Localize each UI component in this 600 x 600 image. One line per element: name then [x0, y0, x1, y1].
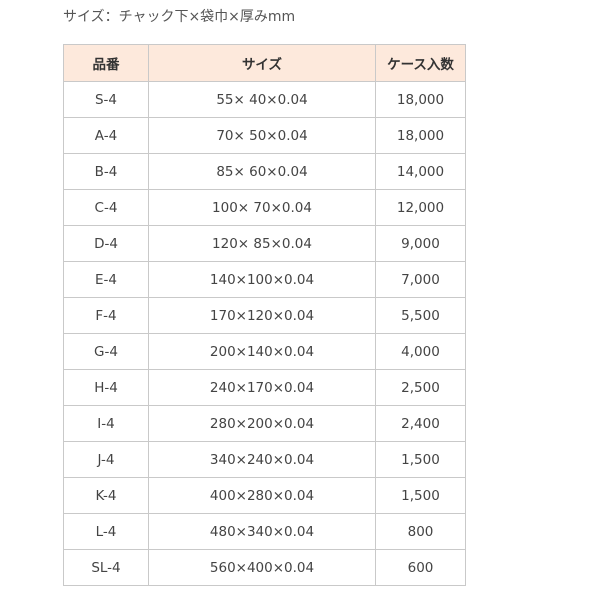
cell-product-number: E-4	[63, 261, 149, 298]
cell-case-quantity: 1,500	[375, 477, 466, 514]
cell-product-number: S-4	[63, 81, 149, 118]
header-case-quantity: ケース入数	[375, 44, 466, 82]
cell-case-quantity: 12,000	[375, 189, 466, 226]
cell-size: 120× 85×0.04	[148, 225, 376, 262]
cell-size: 480×340×0.04	[148, 513, 376, 550]
product-table: 品番 サイズ ケース入数 S-4 55× 40×0.04 18,000 A-4 70× …	[63, 44, 466, 586]
cell-size: 240×170×0.04	[148, 369, 376, 406]
cell-product-number: B-4	[63, 153, 149, 190]
cell-size: 560×400×0.04	[148, 549, 376, 586]
cell-product-number: D-4	[63, 225, 149, 262]
cell-case-quantity: 1,500	[375, 441, 466, 478]
cell-size: 70× 50×0.04	[148, 117, 376, 154]
cell-product-number: K-4	[63, 477, 149, 514]
cell-product-number: L-4	[63, 513, 149, 550]
table-row: A-4 70× 50×0.04 18,000	[63, 117, 466, 154]
cell-size: 85× 60×0.04	[148, 153, 376, 190]
table-row: F-4 170×120×0.04 5,500	[63, 297, 466, 334]
table-row: G-4 200×140×0.04 4,000	[63, 333, 466, 370]
table-row: I-4 280×200×0.04 2,400	[63, 405, 466, 442]
cell-case-quantity: 18,000	[375, 117, 466, 154]
table-row: D-4 120× 85×0.04 9,000	[63, 225, 466, 262]
cell-case-quantity: 2,400	[375, 405, 466, 442]
cell-size: 100× 70×0.04	[148, 189, 376, 226]
table-row: S-4 55× 40×0.04 18,000	[63, 81, 466, 118]
cell-product-number: SL-4	[63, 549, 149, 586]
table-row: B-4 85× 60×0.04 14,000	[63, 153, 466, 190]
table-row: SL-4 560×400×0.04 600	[63, 549, 466, 586]
table-row: H-4 240×170×0.04 2,500	[63, 369, 466, 406]
cell-product-number: C-4	[63, 189, 149, 226]
cell-size: 340×240×0.04	[148, 441, 376, 478]
cell-product-number: J-4	[63, 441, 149, 478]
table-row: K-4 400×280×0.04 1,500	[63, 477, 466, 514]
cell-size: 280×200×0.04	[148, 405, 376, 442]
header-product-number: 品番	[63, 44, 149, 82]
cell-size: 400×280×0.04	[148, 477, 376, 514]
cell-product-number: G-4	[63, 333, 149, 370]
cell-case-quantity: 14,000	[375, 153, 466, 190]
cell-product-number: I-4	[63, 405, 149, 442]
table-row: J-4 340×240×0.04 1,500	[63, 441, 466, 478]
cell-case-quantity: 2,500	[375, 369, 466, 406]
cell-case-quantity: 5,500	[375, 297, 466, 334]
size-caption: サイズ：チャック下×袋巾×厚みmm	[63, 9, 296, 25]
cell-case-quantity: 7,000	[375, 261, 466, 298]
cell-case-quantity: 4,000	[375, 333, 466, 370]
header-size: サイズ	[148, 44, 376, 82]
cell-case-quantity: 600	[375, 549, 466, 586]
cell-product-number: F-4	[63, 297, 149, 334]
cell-size: 55× 40×0.04	[148, 81, 376, 118]
cell-case-quantity: 18,000	[375, 81, 466, 118]
cell-case-quantity: 800	[375, 513, 466, 550]
table-row: C-4 100× 70×0.04 12,000	[63, 189, 466, 226]
cell-size: 170×120×0.04	[148, 297, 376, 334]
table-row: E-4 140×100×0.04 7,000	[63, 261, 466, 298]
cell-case-quantity: 9,000	[375, 225, 466, 262]
table-row: L-4 480×340×0.04 800	[63, 513, 466, 550]
table-header-row: 品番 サイズ ケース入数	[63, 44, 466, 82]
cell-product-number: H-4	[63, 369, 149, 406]
cell-size: 200×140×0.04	[148, 333, 376, 370]
cell-product-number: A-4	[63, 117, 149, 154]
cell-size: 140×100×0.04	[148, 261, 376, 298]
